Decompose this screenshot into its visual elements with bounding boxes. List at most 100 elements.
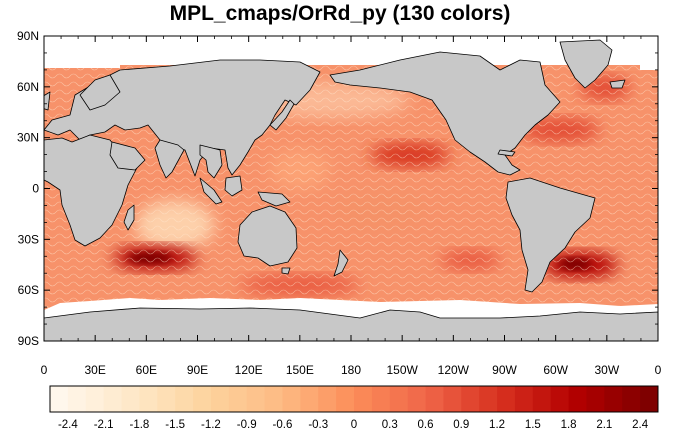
- colorbar-swatch: [461, 386, 480, 412]
- colorbar-tick-label: -2.4: [58, 419, 78, 431]
- land-indochina: [199, 144, 223, 179]
- land-sumatra: [199, 177, 223, 205]
- x-tick-label: 120E: [235, 363, 263, 377]
- colorbar-swatch: [228, 386, 248, 412]
- colorbar-swatch: [443, 386, 462, 412]
- colorbar-swatch: [532, 386, 552, 412]
- colorbar-tick-label: 2.4: [632, 419, 649, 431]
- colorbar-swatch: [550, 386, 569, 412]
- colorbar: [49, 385, 659, 413]
- colorbar-swatch: [640, 386, 659, 412]
- land-antarctica: [44, 307, 658, 341]
- x-tick-label: 60W: [543, 363, 568, 377]
- colorbar-swatch: [175, 386, 194, 412]
- colorbar-swatch: [157, 386, 176, 412]
- colorbar-tick-label: 1.5: [525, 419, 541, 431]
- x-tick-label: 150W: [386, 363, 418, 377]
- colorbar-swatch: [139, 386, 158, 412]
- colorbar-swatch: [354, 386, 373, 412]
- land-borneo: [224, 175, 243, 197]
- x-tick-label: 180: [341, 363, 361, 377]
- colorbar-swatch: [371, 386, 391, 412]
- colorbar-swatch: [622, 386, 641, 412]
- colorbar-swatch: [85, 386, 105, 412]
- land-india: [154, 139, 185, 179]
- colorbar-tick-label: 1.2: [489, 419, 505, 431]
- y-tick-label: 90N: [17, 29, 39, 43]
- x-tick-label: 0: [655, 363, 662, 377]
- colorbar-swatch: [479, 386, 498, 412]
- x-tick-label: 30E: [84, 363, 105, 377]
- colorbar-swatch: [514, 386, 534, 412]
- colorbar-tick-label: 2.1: [596, 419, 612, 431]
- colorbar-tick-label: -0.6: [273, 419, 293, 431]
- minor-ticks: [44, 36, 658, 341]
- colorbar-swatch: [282, 386, 301, 412]
- land-new-guinea: [257, 191, 291, 207]
- land-madagascar: [123, 204, 135, 231]
- x-tick-label: 30W: [594, 363, 619, 377]
- colorbar-swatch: [389, 386, 409, 412]
- land-europe-north: [79, 74, 121, 111]
- colorbar-swatch: [67, 386, 87, 412]
- colorbar-swatch: [497, 386, 516, 412]
- colorbar-tick-label: -1.8: [129, 419, 149, 431]
- land-south-america: [505, 177, 596, 293]
- colorbar-tick-label: 0.9: [453, 419, 469, 431]
- colorbar-swatch: [193, 386, 212, 412]
- y-tick-label: 0: [32, 182, 39, 196]
- land-australia: [237, 205, 298, 267]
- colorbar-tick-label: -0.9: [237, 419, 257, 431]
- colorbar-tick-label: 0: [351, 419, 357, 431]
- colorbar-swatch: [121, 386, 140, 412]
- y-tick-label: 90S: [18, 334, 39, 348]
- x-tick-label: 60E: [136, 363, 157, 377]
- colorbar-swatch: [103, 386, 122, 412]
- x-tick-label: 0: [41, 363, 48, 377]
- colorbar-swatch: [300, 386, 319, 412]
- colorbar-swatch: [568, 386, 587, 412]
- colorbar-swatch: [425, 386, 444, 412]
- colorbar-swatch: [336, 386, 355, 412]
- x-axis: 0 30E 60E 90E 120E 150E 180 150W 120W 90W 60W 30W 0: [41, 36, 662, 377]
- land-uk: [44, 91, 51, 111]
- x-tick-label: 120W: [438, 363, 470, 377]
- nodata-arctic-west: [44, 36, 658, 70]
- colorbar-tick-label: 0.6: [418, 419, 434, 431]
- colorbar-tick-label: -0.3: [308, 419, 328, 431]
- y-axis: 90N 60N 30N 0 30S 60S 90S: [17, 29, 658, 348]
- land-tasmania: [281, 267, 291, 275]
- land-new-zealand: [333, 249, 349, 277]
- land-japan: [269, 99, 295, 131]
- colorbar-swatch: [210, 386, 230, 412]
- colorbar-tick-label: 1.8: [561, 419, 577, 431]
- colorbar-labels: -2.4 -2.1 -1.8 -1.5 -1.2 -0.9 -0.6 -0.3 0 0.3 0.6 0…: [58, 419, 649, 431]
- colorbar-swatch: [264, 386, 283, 412]
- land-iceland: [609, 79, 626, 89]
- colorbar-tick-label: -1.5: [165, 419, 185, 431]
- colorbar-swatch: [604, 386, 623, 412]
- y-tick-label: 60S: [18, 283, 39, 297]
- x-tick-label: 150E: [286, 363, 314, 377]
- map-area: [44, 36, 658, 341]
- colorbar-frame: [49, 385, 659, 413]
- colorbar-tick-label: -1.2: [201, 419, 221, 431]
- colorbar-swatch: [586, 386, 605, 412]
- x-tick-label: 90E: [187, 363, 208, 377]
- land-caribbean-cuba: [497, 149, 516, 157]
- colorbar-swatch: [318, 386, 337, 412]
- land-masses: [44, 39, 658, 341]
- chart-title: MPL_cmaps/OrRd_py (130 colors): [170, 2, 511, 25]
- x-tick-label: 90W: [492, 363, 517, 377]
- land-greenland: [559, 39, 613, 89]
- colorbar-tick-label: -2.1: [94, 419, 114, 431]
- colorbar-swatch: [246, 386, 265, 412]
- colorbar-swatch: [407, 386, 426, 412]
- y-tick-label: 60N: [17, 80, 39, 94]
- y-tick-label: 30S: [18, 232, 39, 246]
- y-tick-label: 30N: [17, 131, 39, 145]
- colorbar-swatch: [50, 386, 69, 412]
- colorbar-tick-label: 0.3: [382, 419, 398, 431]
- land-arabia: [109, 141, 146, 171]
